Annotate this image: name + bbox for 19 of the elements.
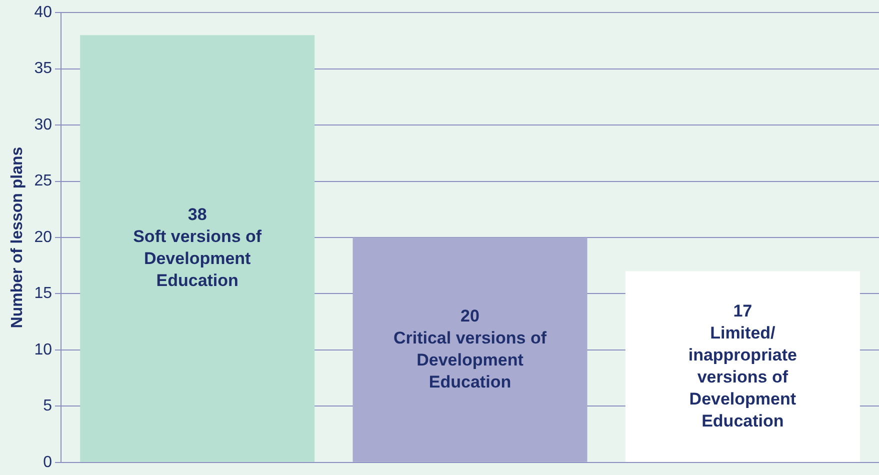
y-tick-label: 35: [34, 60, 52, 78]
y-tick-label: 10: [34, 341, 52, 358]
y-tick-label: 5: [43, 398, 52, 415]
x-tick-label: Limited/ inappropriate versions of Development Education: [688, 323, 797, 430]
x-tick-label: Soft versions of Development Education: [133, 227, 262, 290]
data-label: 38: [188, 205, 207, 224]
bar: [80, 35, 315, 462]
x-tick-label: Critical versions of Development Education: [393, 328, 547, 392]
y-axis-title: Number of lesson plans: [9, 146, 26, 328]
data-label: 20: [460, 306, 480, 326]
bar: [625, 271, 860, 462]
bar: [352, 238, 588, 462]
y-tick-label: 30: [34, 116, 52, 134]
y-tick-label: 0: [43, 454, 52, 471]
y-tick-label: 15: [34, 285, 52, 302]
data-label: 17: [733, 301, 752, 320]
y-tick-label: 25: [34, 172, 52, 190]
y-tick-label: 40: [34, 4, 52, 22]
y-tick-label: 20: [34, 228, 52, 246]
